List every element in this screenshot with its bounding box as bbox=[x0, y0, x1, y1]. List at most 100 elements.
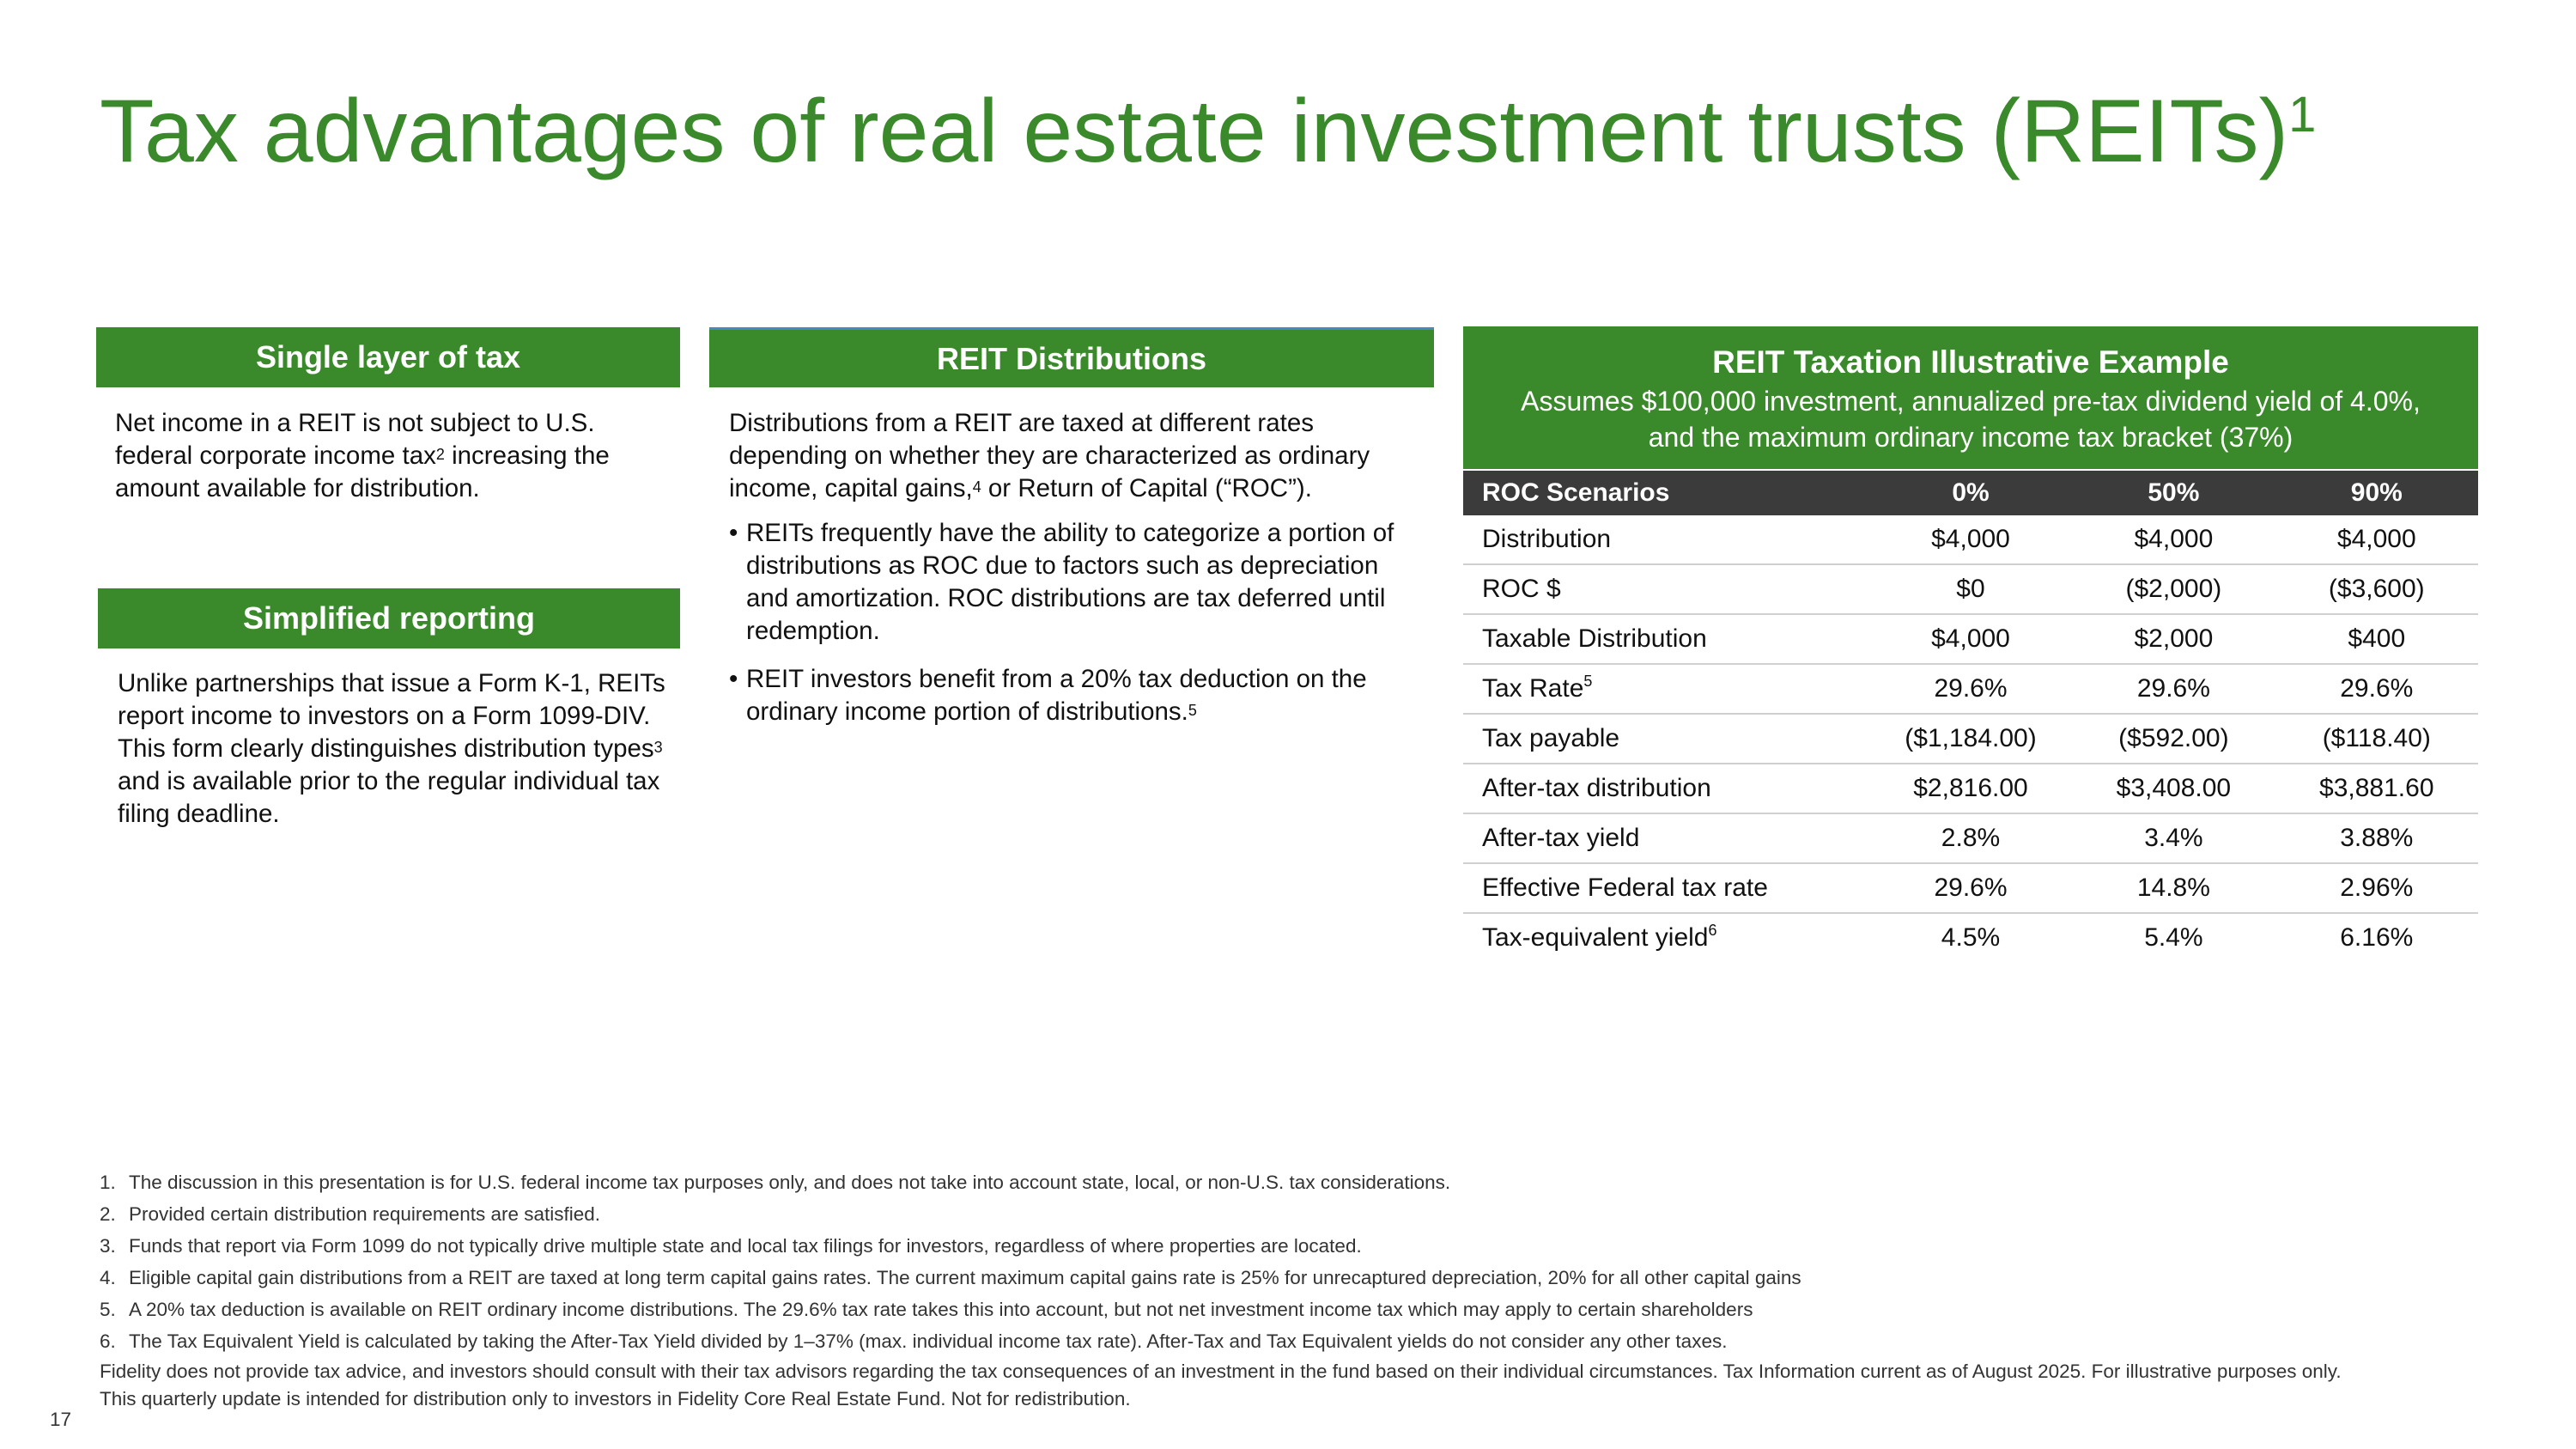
title-footnote-ref: 1 bbox=[2288, 87, 2317, 143]
row-label-text: Tax Rate bbox=[1482, 674, 1584, 703]
footnote: 3. Funds that report via Form 1099 do not… bbox=[100, 1230, 2521, 1262]
distribution-note: This quarterly update is intended for di… bbox=[100, 1388, 1131, 1409]
page-title: Tax advantages of real estate investment… bbox=[100, 82, 2316, 180]
single-layer-header: Single layer of tax bbox=[96, 327, 680, 387]
row-label-text: ROC $ bbox=[1482, 575, 1561, 603]
footnote-text: The Tax Equivalent Yield is calculated b… bbox=[129, 1330, 1728, 1352]
table-cell: 3.4% bbox=[2072, 813, 2275, 864]
table-cell: ($592.00) bbox=[2072, 714, 2275, 764]
table-cell: 5.4% bbox=[2144, 923, 2203, 952]
row-label: ROC $ bbox=[1463, 564, 1869, 615]
table-row: ROC $ $0 ($2,000) ($3,600) bbox=[1463, 564, 2478, 615]
reit-distributions-bullet: REIT investors benefit from a 20% tax de… bbox=[729, 663, 1425, 728]
footnote-number: 1. bbox=[100, 1172, 116, 1193]
disclaimer: Fidelity does not provide tax advice, an… bbox=[100, 1361, 2342, 1382]
column-header: 50% bbox=[2072, 471, 2275, 515]
simplified-reporting-header: Simplified reporting bbox=[98, 588, 680, 648]
simplified-reporting-text: Unlike partnerships that issue a Form K-… bbox=[118, 667, 676, 831]
table-cell: 6.16% bbox=[2340, 923, 2414, 952]
single-layer-text: Net income in a REIT is not subject to U… bbox=[115, 407, 673, 505]
row-label-text: After-tax yield bbox=[1482, 824, 1640, 852]
footnote-text: Funds that report via Form 1099 do not t… bbox=[129, 1235, 1362, 1257]
simplified-reporting-text-a: Unlike partnerships that issue a Form K-… bbox=[118, 669, 665, 763]
table-cell: $3,881.60 bbox=[2275, 764, 2478, 814]
reit-distributions-bullet-footnote-ref: 5 bbox=[1188, 702, 1197, 719]
reit-distributions-footnote-ref: 4 bbox=[972, 478, 981, 496]
table-cell: $4,000 bbox=[1868, 515, 2073, 565]
table-row: Tax Rate5 29.6% 29.6% 29.6% bbox=[1463, 664, 2478, 715]
footnote: 5. A 20% tax deduction is available on RE… bbox=[100, 1294, 2521, 1325]
table-row: Effective Federal tax rate 29.6% 14.8% 2… bbox=[1463, 863, 2478, 914]
footnote: 2. Provided certain distribution requirem… bbox=[100, 1198, 2521, 1230]
row-label: After-tax yield bbox=[1463, 813, 1869, 864]
footnote-number: 4. bbox=[100, 1267, 116, 1288]
single-layer-footnote-ref: 2 bbox=[435, 446, 445, 463]
table-cell: ($2,000) bbox=[2072, 564, 2275, 615]
row-label-text: Distribution bbox=[1482, 525, 1612, 553]
table-cell: $2,816.00 bbox=[1868, 764, 2073, 814]
footnote-text: The discussion in this presentation is f… bbox=[129, 1172, 1451, 1193]
table-cell: ($1,184.00) bbox=[1868, 714, 2073, 764]
table-cell: 29.6% bbox=[1868, 664, 2073, 715]
row-label-text: Effective Federal tax rate bbox=[1482, 874, 1768, 902]
example-title: REIT Taxation Illustrative Example bbox=[1712, 344, 2229, 380]
row-label-text: After-tax distribution bbox=[1482, 774, 1711, 802]
reit-distributions-bullets: REITs frequently have the ability to cat… bbox=[729, 517, 1425, 728]
table-cell: $400 bbox=[2275, 614, 2478, 665]
footnote-number: 2. bbox=[100, 1203, 116, 1225]
row-footnote-ref: 6 bbox=[1708, 922, 1717, 939]
table-cell: 29.6% bbox=[2072, 664, 2275, 715]
reit-distributions-bullet: REITs frequently have the ability to cat… bbox=[729, 517, 1425, 648]
row-label: After-tax distribution bbox=[1463, 764, 1869, 814]
row-label-text: Taxable Distribution bbox=[1482, 624, 1707, 653]
row-label: Effective Federal tax rate bbox=[1463, 863, 1869, 914]
table-cell: $0 bbox=[1868, 564, 2073, 615]
reit-distributions-intro: Distributions from a REIT are taxed at d… bbox=[729, 407, 1425, 505]
table-cell: $3,408.00 bbox=[2072, 764, 2275, 814]
column-header: ROC Scenarios bbox=[1463, 471, 1869, 515]
footnote: 4. Eligible capital gain distributions fr… bbox=[100, 1262, 2521, 1294]
row-label: Taxable Distribution bbox=[1463, 614, 1869, 665]
reit-distributions-header: REIT Distributions bbox=[709, 327, 1434, 387]
simplified-reporting-text-b: and is available prior to the regular in… bbox=[118, 767, 660, 828]
table-row: Taxable Distribution $4,000 $2,000 $400 bbox=[1463, 614, 2478, 665]
row-label: Tax Rate5 bbox=[1463, 664, 1869, 715]
table-cell: 4.5% bbox=[1941, 923, 2001, 952]
table-header-row: ROC Scenarios 0% 50% 90% bbox=[1463, 471, 2478, 515]
table-cell: 2.96% bbox=[2275, 863, 2478, 914]
page-number: 17 bbox=[50, 1409, 72, 1430]
column-header: 0% bbox=[1868, 471, 2073, 515]
single-layer-text-a: Net income in a REIT is not subject to U… bbox=[115, 409, 595, 470]
table-row: Tax-equivalent yield6 4.5% 5.4% 6.16% bbox=[1463, 913, 2478, 962]
table-row: After-tax yield 2.8% 3.4% 3.88% bbox=[1463, 813, 2478, 864]
row-label: Tax-equivalent yield6 bbox=[1463, 913, 1869, 962]
row-label-text: Tax payable bbox=[1482, 724, 1620, 752]
table-cell: 3.88% bbox=[2275, 813, 2478, 864]
reit-distributions-heading: REIT Distributions bbox=[937, 340, 1206, 376]
table-cell: ($3,600) bbox=[2275, 564, 2478, 615]
table-cell: $4,000 bbox=[2072, 515, 2275, 565]
row-label-text: Tax-equivalent yield bbox=[1482, 923, 1709, 952]
footnote-number: 6. bbox=[100, 1330, 116, 1352]
table-cell: $2,000 bbox=[2072, 614, 2275, 665]
simplified-reporting-footnote-ref: 3 bbox=[653, 739, 663, 756]
single-layer-text-b: increasing the amount available for dist… bbox=[115, 441, 610, 502]
page-title-text: Tax advantages of real estate investment… bbox=[100, 82, 2289, 181]
row-label: Distribution bbox=[1463, 515, 1869, 565]
reit-distributions-intro-b: or Return of Capital (“ROC”). bbox=[981, 474, 1312, 502]
reit-taxation-table: ROC Scenarios 0% 50% 90% Distribution $4… bbox=[1463, 471, 2478, 962]
footnote-number: 3. bbox=[100, 1235, 116, 1257]
simplified-reporting-body: Unlike partnerships that issue a Form K-… bbox=[118, 667, 676, 831]
table-row: Tax payable ($1,184.00) ($592.00) ($118.… bbox=[1463, 714, 2478, 764]
reit-distributions-body: Distributions from a REIT are taxed at d… bbox=[729, 407, 1425, 744]
reit-distributions-bullet-text: REIT investors benefit from a 20% tax de… bbox=[746, 665, 1367, 726]
example-header: REIT Taxation Illustrative Example Assum… bbox=[1463, 326, 2478, 469]
table-cell: $4,000 bbox=[2275, 515, 2478, 565]
footnote: 1. The discussion in this presentation is… bbox=[100, 1166, 2521, 1198]
footnote-text: Provided certain distribution requiremen… bbox=[129, 1203, 601, 1225]
table-cell: 14.8% bbox=[2072, 863, 2275, 914]
table-cell: 29.6% bbox=[1868, 863, 2073, 914]
table-row: After-tax distribution $2,816.00 $3,408.… bbox=[1463, 764, 2478, 814]
footnote-text: Eligible capital gain distributions from… bbox=[129, 1267, 1801, 1288]
table-cell: 29.6% bbox=[2275, 664, 2478, 715]
